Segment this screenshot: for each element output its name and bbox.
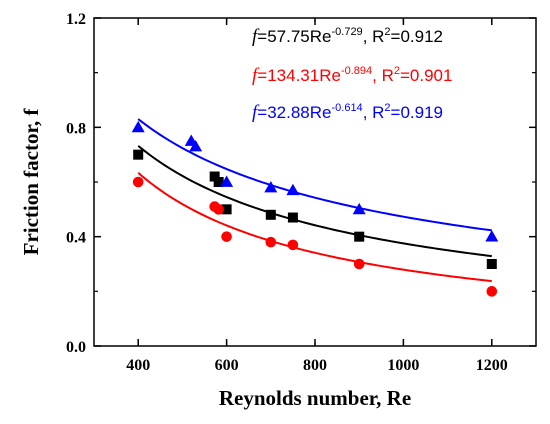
data-point-square (133, 149, 144, 160)
data-point-square (213, 177, 224, 187)
equation-r2-suffix: =0.919 (391, 103, 443, 122)
x-tick-label: 1000 (387, 357, 419, 374)
data-point-square (265, 209, 276, 220)
y-tick-label: 0.4 (66, 230, 86, 247)
fit-equation-triangle: f=32.88Re-0.614, R2=0.919 (252, 102, 443, 123)
fit-equations: f=57.75Re-0.729, R2=0.912f=134.31Re-0.89… (252, 26, 452, 123)
fit-curve-square (137, 145, 492, 258)
data-point-square (486, 259, 497, 269)
y-tick-label: 1.2 (66, 11, 86, 28)
fit-equation-circle: f=134.31Re-0.894, R2=0.901 (252, 65, 452, 86)
data-point-square (354, 231, 365, 242)
data-point-triangle (485, 230, 499, 242)
data-point-circle (353, 258, 365, 270)
axes: 400 600 800 1000 1200 0.0 0.4 0.8 1.2 (66, 11, 537, 374)
data-point-triangle (286, 183, 300, 196)
equation-r2-suffix: =0.901 (400, 66, 452, 85)
fit-curves (137, 118, 492, 283)
fit-equation-square: f=57.75Re-0.729, R2=0.912 (252, 26, 443, 47)
x-tick-label: 600 (215, 357, 239, 374)
equation-exponent: -0.894 (341, 65, 372, 77)
data-point-triangle (264, 180, 278, 193)
data-point-triangle (220, 175, 234, 187)
data-point-circle (486, 286, 498, 297)
y-tick-label: 0.8 (66, 120, 86, 137)
x-tick-label: 800 (303, 357, 327, 374)
equation-r2-sup: 2 (384, 26, 390, 38)
equation-prefix: =134.31Re (257, 66, 341, 85)
fit-curve-circle (137, 172, 492, 283)
equation-prefix: =32.88Re (257, 103, 331, 122)
y-tick-label: 0.0 (66, 339, 86, 356)
y-axis-title: Friction factor, f (19, 108, 43, 256)
data-point-square (221, 204, 232, 215)
fit-curve-triangle (137, 118, 492, 232)
data-point-circle (132, 176, 144, 188)
data-point-circle (265, 236, 277, 248)
data-points (131, 120, 499, 297)
equation-f: f (252, 26, 260, 47)
x-tick-label: 400 (126, 357, 150, 374)
equation-r2-suffix: =0.912 (391, 27, 443, 46)
data-point-square (287, 212, 298, 223)
equation-prefix: =57.75Re (257, 27, 331, 46)
equation-r2-sup: 2 (384, 102, 390, 114)
equation-r2-prefix: , R (372, 66, 394, 85)
equation-r2-sup: 2 (394, 65, 400, 77)
equation-exponent: -0.729 (331, 26, 362, 38)
data-point-circle (287, 239, 299, 251)
equation-f: f (252, 102, 260, 123)
data-point-triangle (189, 139, 203, 152)
x-tick-label: 1200 (476, 357, 508, 374)
data-point-circle (213, 204, 224, 215)
equation-exponent: -0.614 (331, 102, 362, 114)
equation-r2-prefix: , R (363, 103, 385, 122)
equation-r2-prefix: , R (363, 27, 385, 46)
equation-f: f (252, 65, 260, 86)
data-point-triangle (352, 202, 366, 215)
data-point-circle (221, 231, 232, 242)
x-axis-title: Reynolds number, Re (219, 386, 411, 410)
data-point-triangle (131, 120, 145, 133)
data-point-square (209, 171, 220, 182)
